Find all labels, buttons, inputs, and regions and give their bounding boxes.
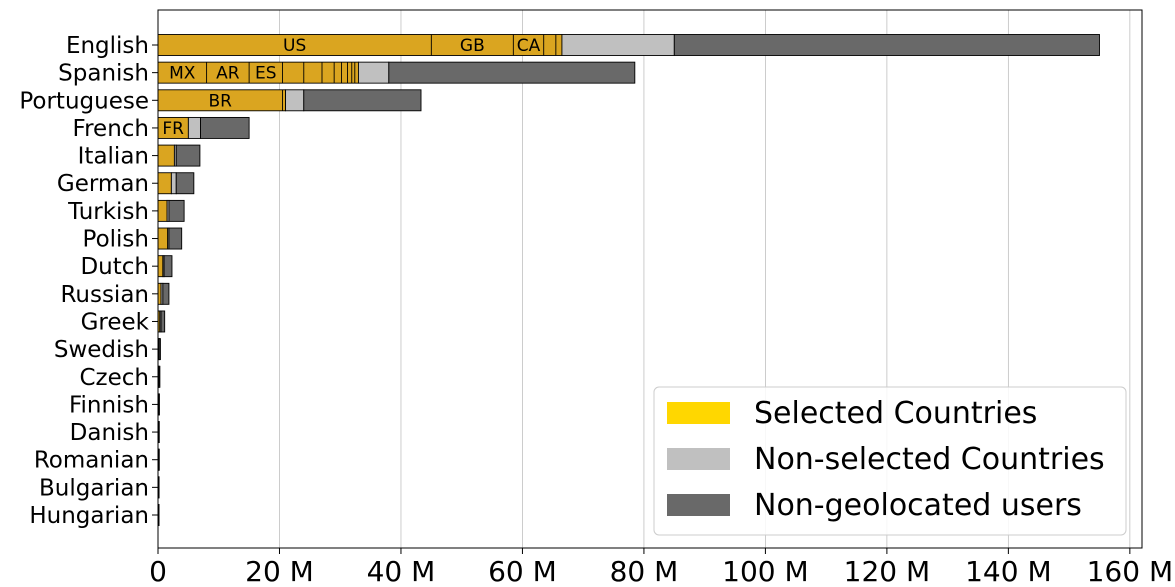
bar-portuguese-non-geolocated [303, 89, 422, 112]
y-tick-label-czech: Czech [79, 365, 149, 391]
bar-czech-non-geolocated [158, 365, 161, 388]
bar-danish-non-geolocated [158, 421, 160, 444]
x-tick-label-3: 60 M [488, 555, 557, 583]
bar-polish-non-geolocated [168, 227, 183, 250]
bar-french-non-geolocated [200, 116, 250, 139]
bar-polish-selected [157, 227, 169, 250]
country-label-mx: MX [169, 64, 196, 84]
bar-turkish-selected [157, 199, 168, 222]
bar-greek-non-geolocated [160, 310, 166, 333]
bar-hungarian-non-geolocated [157, 504, 160, 526]
country-label-gb: GB [460, 36, 485, 56]
country-label-br: BR [209, 91, 233, 111]
legend-box [653, 386, 1127, 536]
x-tick-label-6: 120 M [844, 555, 931, 583]
y-tick-label-finnish: Finnish [69, 392, 149, 418]
legend-swatch-non-geolocated-users [667, 494, 730, 516]
bar-dutch-selected [157, 255, 164, 278]
bar-german-selected [157, 172, 172, 195]
bar-italian-non-geolocated [175, 144, 201, 167]
x-tick-label-8: 160 M [1087, 555, 1174, 583]
country-label-ca: CA [517, 36, 541, 56]
country-label-es: ES [255, 64, 277, 84]
y-tick-label-swedish: Swedish [54, 337, 149, 363]
bar-turkish-non-geolocated [168, 199, 185, 222]
bar-spanish-non-geolocated [388, 61, 636, 84]
x-tick-label-4: 80 M [610, 555, 679, 583]
x-tick-label-2: 40 M [367, 555, 436, 583]
legend-label-selected-countries: Selected Countries [754, 396, 1037, 431]
y-tick-label-french: French [73, 116, 149, 142]
country-label-us: US [283, 36, 306, 56]
legend: Selected Countries Non-selected Countries… [653, 386, 1127, 536]
x-axis: 0 20 M 40 M 60 M 80 M 100 M 120 M 140 M 160 M [149, 548, 1174, 587]
bar-swedish-non-geolocated [158, 338, 161, 361]
y-axis: EnglishSpanishPortugueseFrenchItalianGer… [19, 33, 158, 529]
y-tick-label-danish: Danish [70, 420, 149, 446]
y-tick-label-turkish: Turkish [67, 199, 149, 225]
bar-romanian-non-geolocated [158, 448, 160, 471]
y-tick-label-german: German [57, 171, 149, 197]
bar-german-non-selected [170, 172, 177, 195]
y-tick-label-hungarian: Hungarian [29, 503, 149, 529]
y-tick-label-greek: Greek [81, 309, 150, 335]
y-tick-label-romanian: Romanian [34, 448, 149, 474]
bar-english-selected [157, 34, 563, 56]
bar-bulgarian-non-geolocated [158, 476, 160, 499]
y-tick-label-english: English [66, 33, 149, 59]
bar-english-non-selected [561, 34, 675, 56]
legend-label-non-selected-countries: Non-selected Countries [754, 442, 1105, 477]
x-tick-label-7: 140 M [965, 555, 1052, 583]
x-tick-label-0: 0 [149, 555, 167, 583]
bar-french-non-selected [187, 116, 201, 139]
legend-label-non-geolocated-users: Non-geolocated users [754, 488, 1082, 523]
bar-finnish-non-geolocated [158, 393, 160, 416]
y-tick-label-portuguese: Portuguese [19, 88, 149, 114]
y-tick-label-russian: Russian [60, 282, 149, 308]
y-tick-label-polish: Polish [83, 227, 149, 253]
y-tick-label-spanish: Spanish [58, 61, 149, 87]
country-label-ar: AR [216, 64, 240, 84]
plot-frame [157, 9, 1143, 549]
y-tick-label-italian: Italian [78, 144, 149, 170]
bar-spanish-non-selected [357, 61, 390, 84]
legend-swatch-selected-countries [667, 402, 730, 424]
y-tick-label-bulgarian: Bulgarian [39, 475, 149, 501]
bar-russian-non-geolocated [162, 282, 170, 305]
bar-dutch-non-geolocated [163, 255, 173, 278]
bar-portuguese-non-selected [285, 89, 305, 112]
country-label-fr: FR [162, 119, 184, 139]
x-tick-label-1: 20 M [245, 555, 314, 583]
x-tick-label-5: 100 M [722, 555, 809, 583]
bar-italian-selected [157, 144, 175, 167]
y-tick-label-dutch: Dutch [80, 254, 149, 280]
legend-swatch-non-selected-countries [667, 448, 730, 470]
bar-german-non-geolocated [175, 172, 195, 195]
bar-english-non-geolocated [673, 34, 1100, 56]
